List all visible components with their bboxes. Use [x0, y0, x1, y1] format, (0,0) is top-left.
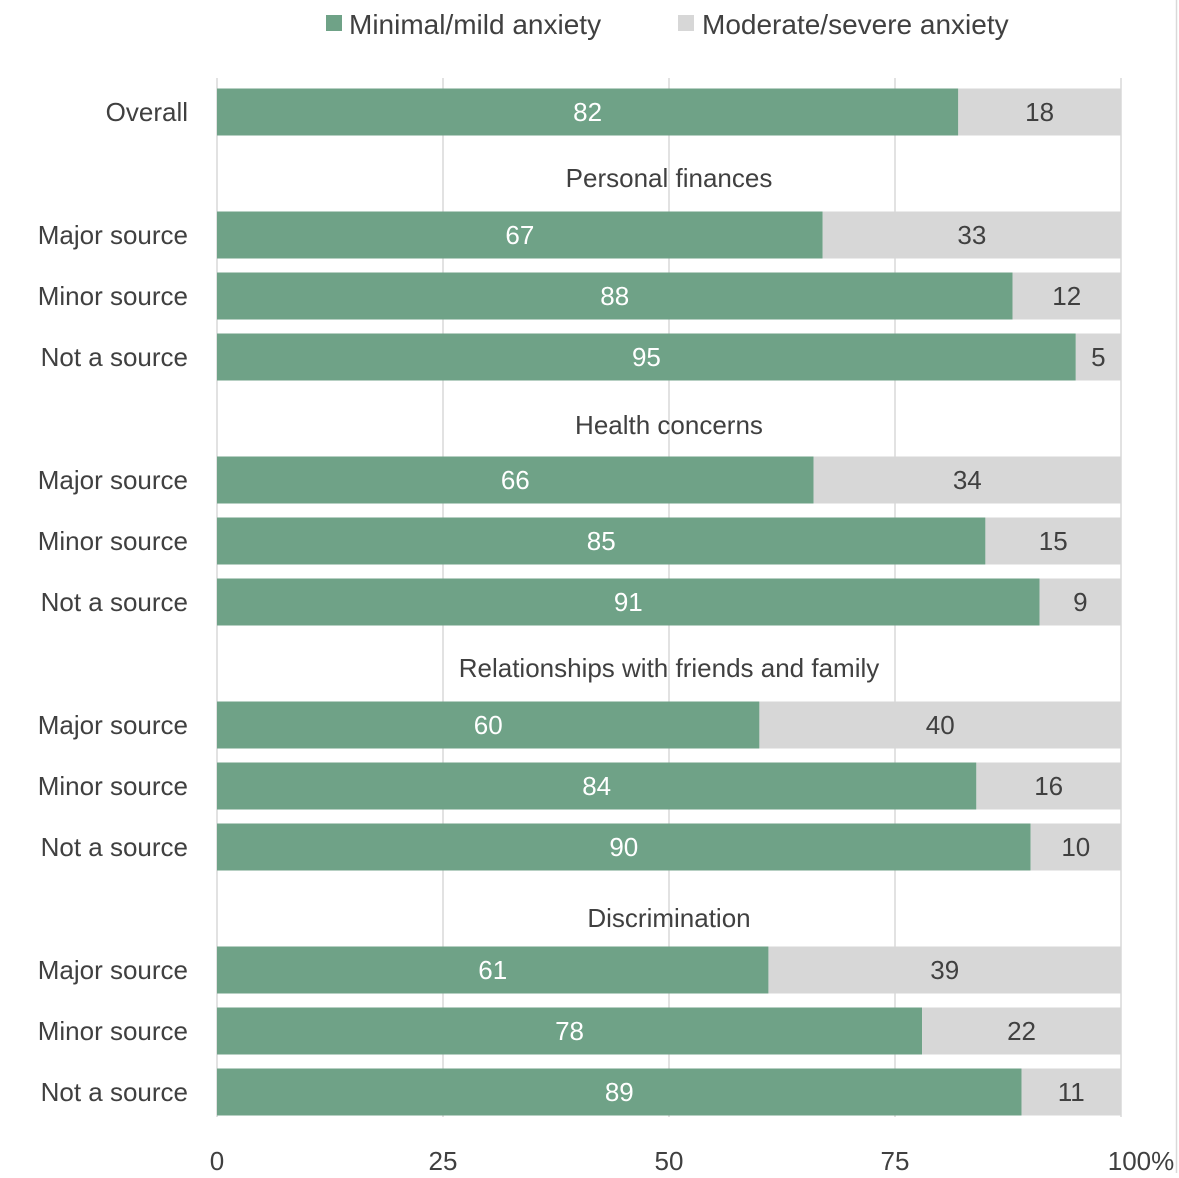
data-label: 66 [501, 465, 530, 495]
bar-minimal-mild [217, 762, 977, 810]
category-label: Minor source [38, 526, 188, 556]
bar-moderate-severe [768, 946, 1121, 994]
category-label: Not a source [41, 832, 188, 862]
data-label: 39 [930, 955, 959, 985]
legend-label: Minimal/mild anxiety [349, 9, 601, 40]
bar-minimal-mild [217, 1007, 923, 1055]
legend-label: Moderate/severe anxiety [702, 9, 1009, 40]
legend-swatch [326, 15, 342, 31]
bar-minimal-mild [217, 701, 760, 749]
data-label: 89 [605, 1077, 634, 1107]
category-label: Major source [38, 955, 188, 985]
data-label: 85 [587, 526, 616, 556]
bar-minimal-mild [217, 946, 769, 994]
group-label: Discrimination [587, 903, 750, 933]
bar-minimal-mild [217, 823, 1031, 871]
category-label: Major source [38, 465, 188, 495]
x-tick-label: 100% [1108, 1146, 1175, 1173]
category-label: Major source [38, 710, 188, 740]
bar-minimal-mild [217, 517, 986, 565]
bar-moderate-severe [976, 762, 1121, 810]
category-label: Minor source [38, 771, 188, 801]
bar-minimal-mild [217, 578, 1040, 626]
data-label: 22 [1007, 1016, 1036, 1046]
bar-moderate-severe [759, 701, 1121, 749]
bar-minimal-mild [217, 88, 959, 136]
bar-minimal-mild [217, 456, 814, 504]
x-tick-label: 75 [881, 1146, 910, 1173]
bar-moderate-severe [1039, 578, 1121, 626]
data-label: 16 [1034, 771, 1063, 801]
data-label: 10 [1061, 832, 1090, 862]
category-label: Not a source [41, 587, 188, 617]
category-label: Not a source [41, 342, 188, 372]
data-label: 78 [555, 1016, 584, 1046]
data-label: 84 [582, 771, 611, 801]
bar-minimal-mild [217, 272, 1013, 320]
data-label: 91 [614, 587, 643, 617]
data-label: 88 [600, 281, 629, 311]
bar-moderate-severe [1021, 1068, 1121, 1116]
data-label: 33 [957, 220, 986, 250]
category-label: Minor source [38, 1016, 188, 1046]
group-label: Personal finances [566, 163, 773, 193]
x-tick-label: 50 [655, 1146, 684, 1173]
x-tick-label: 25 [429, 1146, 458, 1173]
bar-moderate-severe [958, 88, 1121, 136]
data-label: 18 [1025, 97, 1054, 127]
data-label: 34 [953, 465, 982, 495]
data-label: 67 [505, 220, 534, 250]
data-label: 60 [474, 710, 503, 740]
bar-moderate-severe [813, 456, 1121, 504]
data-label: 12 [1052, 281, 1081, 311]
x-tick-label: 0 [210, 1146, 224, 1173]
data-label: 61 [478, 955, 507, 985]
data-label: 11 [1058, 1077, 1085, 1107]
data-label: 5 [1091, 342, 1105, 372]
bar-minimal-mild [217, 211, 823, 259]
bar-moderate-severe [822, 211, 1121, 259]
bar-moderate-severe [1012, 272, 1121, 320]
bar-moderate-severe [985, 517, 1121, 565]
bar-moderate-severe [1075, 333, 1121, 381]
category-label: Minor source [38, 281, 188, 311]
legend-swatch [678, 15, 694, 31]
category-label: Overall [106, 97, 188, 127]
group-label: Health concerns [575, 410, 763, 440]
data-label: 90 [609, 832, 638, 862]
category-label: Not a source [41, 1077, 188, 1107]
data-label: 15 [1039, 526, 1068, 556]
bar-minimal-mild [217, 1068, 1022, 1116]
data-label: 9 [1073, 587, 1087, 617]
data-label: 40 [926, 710, 955, 740]
data-label: 82 [573, 97, 602, 127]
data-label: 95 [632, 342, 661, 372]
group-label: Relationships with friends and family [459, 653, 880, 683]
category-label: Major source [38, 220, 188, 250]
bar-minimal-mild [217, 333, 1076, 381]
bar-moderate-severe [1030, 823, 1121, 871]
bar-moderate-severe [922, 1007, 1121, 1055]
